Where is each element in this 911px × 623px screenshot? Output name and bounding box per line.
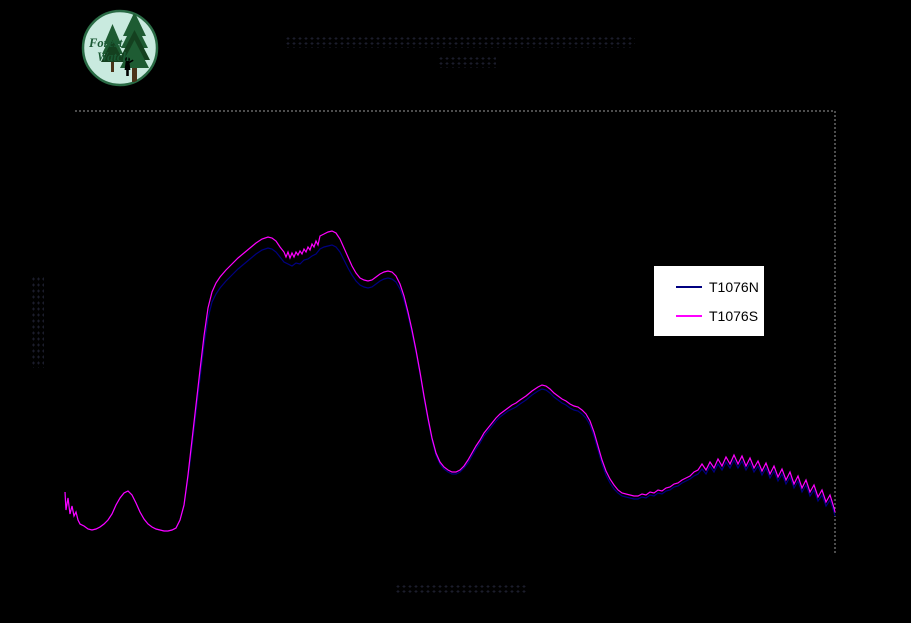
legend-entry-t1076s: T1076S	[654, 309, 764, 323]
logo-text-watch: Watch	[97, 50, 129, 64]
legend-label-t1076s: T1076S	[709, 307, 759, 324]
t1076n-line-sample	[676, 285, 702, 288]
legend-entry-t1076n: T1076N	[654, 280, 764, 294]
x-axis-title-illegible	[395, 584, 527, 595]
forest-watch-logo: Forest Watch	[81, 9, 159, 87]
logo-trees	[101, 12, 150, 82]
legend-label-t1076n: T1076N	[709, 278, 759, 295]
series-line-t1076s	[64, 230, 836, 532]
y-axis-title-illegible	[31, 276, 44, 368]
chart-title-illegible	[285, 36, 635, 48]
chart-subtitle-illegible	[438, 56, 496, 68]
data-series-group	[64, 230, 836, 532]
legend-box: T1076N T1076S	[653, 265, 765, 337]
person-silhouette	[124, 57, 134, 76]
logo-text-forest: Forest	[88, 36, 123, 50]
t1076s-line-sample	[676, 314, 702, 317]
